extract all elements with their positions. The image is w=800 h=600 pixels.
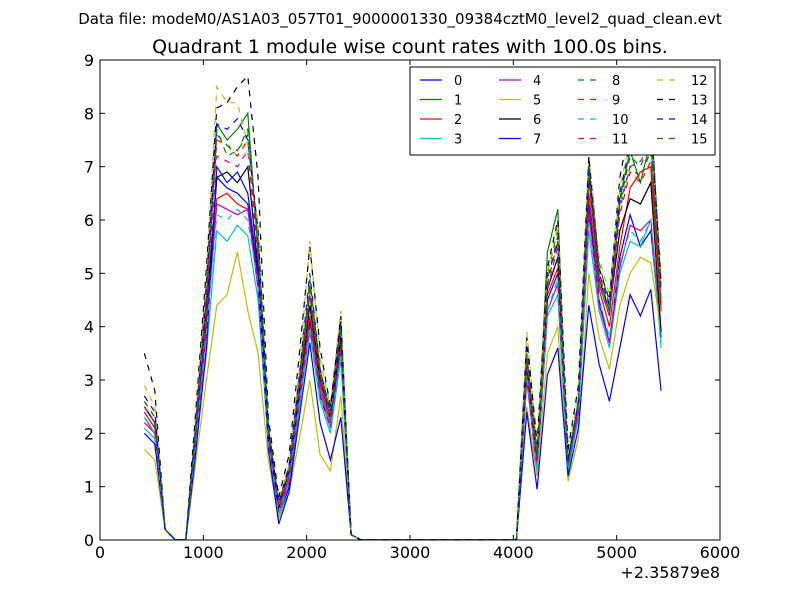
legend-label-11: 11 bbox=[612, 133, 629, 148]
x-tick-label: 3000 bbox=[390, 543, 431, 562]
x-tick-label: 6000 bbox=[700, 543, 741, 562]
legend-label-1: 1 bbox=[454, 94, 462, 109]
x-offset-label: +2.35879e8 bbox=[620, 563, 720, 582]
series-line-12 bbox=[143, 84, 662, 540]
series-line-7 bbox=[143, 164, 662, 540]
chart-title: Quadrant 1 module wise count rates with … bbox=[152, 36, 668, 58]
x-tick-label: 0 bbox=[95, 543, 105, 562]
series-line-11 bbox=[143, 143, 662, 540]
legend-label-7: 7 bbox=[533, 133, 541, 148]
legend-label-9: 9 bbox=[612, 94, 620, 109]
legend-label-15: 15 bbox=[691, 133, 708, 148]
legend-label-0: 0 bbox=[454, 74, 462, 89]
legend-label-6: 6 bbox=[533, 113, 541, 128]
series-line-5 bbox=[143, 251, 662, 540]
y-tick-label: 5 bbox=[84, 264, 94, 283]
legend-label-12: 12 bbox=[691, 74, 708, 89]
series-line-3 bbox=[143, 219, 662, 540]
legend-label-3: 3 bbox=[454, 133, 462, 148]
legend-label-5: 5 bbox=[533, 94, 541, 109]
x-tick-label: 4000 bbox=[493, 543, 534, 562]
x-tick-label: 5000 bbox=[596, 543, 637, 562]
series-line-4 bbox=[143, 203, 662, 540]
series-line-8 bbox=[143, 129, 662, 540]
legend-label-10: 10 bbox=[612, 113, 629, 128]
y-tick-label: 4 bbox=[84, 318, 94, 337]
legend-label-13: 13 bbox=[691, 94, 708, 109]
axes-layer: 0 1000 2000 3000 4000 5000 60000123456789+2.35… bbox=[84, 51, 741, 582]
series-line-9 bbox=[143, 138, 662, 540]
legend-label-8: 8 bbox=[612, 74, 620, 89]
x-tick-label: 1000 bbox=[183, 543, 224, 562]
legend-label-14: 14 bbox=[691, 113, 708, 128]
y-tick-label: 1 bbox=[84, 478, 94, 497]
series-layer bbox=[143, 74, 662, 540]
y-tick-label: 6 bbox=[84, 211, 94, 230]
x-tick-label: 2000 bbox=[286, 543, 327, 562]
series-line-10 bbox=[143, 208, 662, 540]
legend-label-2: 2 bbox=[454, 113, 462, 128]
y-tick-label: 9 bbox=[84, 51, 94, 70]
y-tick-label: 7 bbox=[84, 158, 94, 177]
figure-suptitle: Data file: modeM0/AS1A03_057T01_90000013… bbox=[78, 10, 722, 29]
y-tick-label: 8 bbox=[84, 104, 94, 123]
legend-frame bbox=[409, 66, 716, 156]
legend-label-4: 4 bbox=[533, 74, 541, 89]
y-tick-label: 3 bbox=[84, 371, 94, 390]
y-tick-label: 0 bbox=[84, 531, 94, 550]
y-tick-label: 2 bbox=[84, 424, 94, 443]
series-line-15 bbox=[143, 127, 662, 540]
